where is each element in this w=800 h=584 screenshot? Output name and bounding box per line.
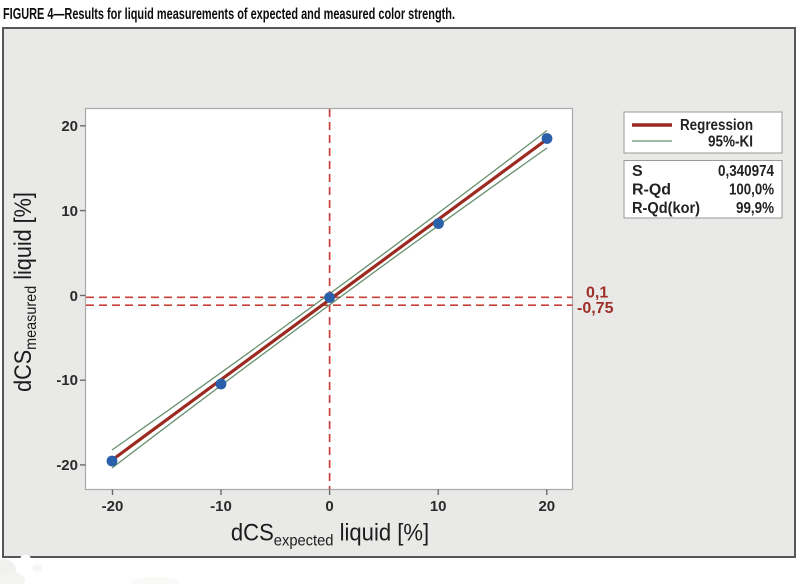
svg-text:-20: -20 <box>102 498 124 515</box>
svg-text:-10: -10 <box>210 498 232 515</box>
svg-text:Regression: Regression <box>680 117 753 134</box>
svg-text:20: 20 <box>538 498 555 515</box>
svg-text:FIGURE 4—Results for liquid me: FIGURE 4—Results for liquid measurements… <box>3 6 455 23</box>
svg-text:-20: -20 <box>56 457 78 474</box>
svg-text:99,9%: 99,9% <box>736 200 774 217</box>
svg-text:0: 0 <box>325 498 333 515</box>
svg-text:dCSexpected liquid [%]: dCSexpected liquid [%] <box>231 519 429 550</box>
svg-text:10: 10 <box>430 498 447 515</box>
svg-text:0,1: 0,1 <box>586 285 608 302</box>
svg-text:20: 20 <box>61 118 78 135</box>
svg-text:95%-KI: 95%-KI <box>708 134 753 151</box>
svg-text:-10: -10 <box>56 372 78 389</box>
svg-text:R-Qd: R-Qd <box>632 182 671 199</box>
svg-text:0: 0 <box>70 288 78 305</box>
svg-text:S: S <box>632 163 643 180</box>
svg-text:0,340974: 0,340974 <box>718 163 774 180</box>
svg-text:100,0%: 100,0% <box>729 182 774 199</box>
svg-text:10: 10 <box>61 203 78 220</box>
svg-text:R-Qd(kor): R-Qd(kor) <box>632 200 700 217</box>
svg-text:-0,75: -0,75 <box>577 300 614 317</box>
